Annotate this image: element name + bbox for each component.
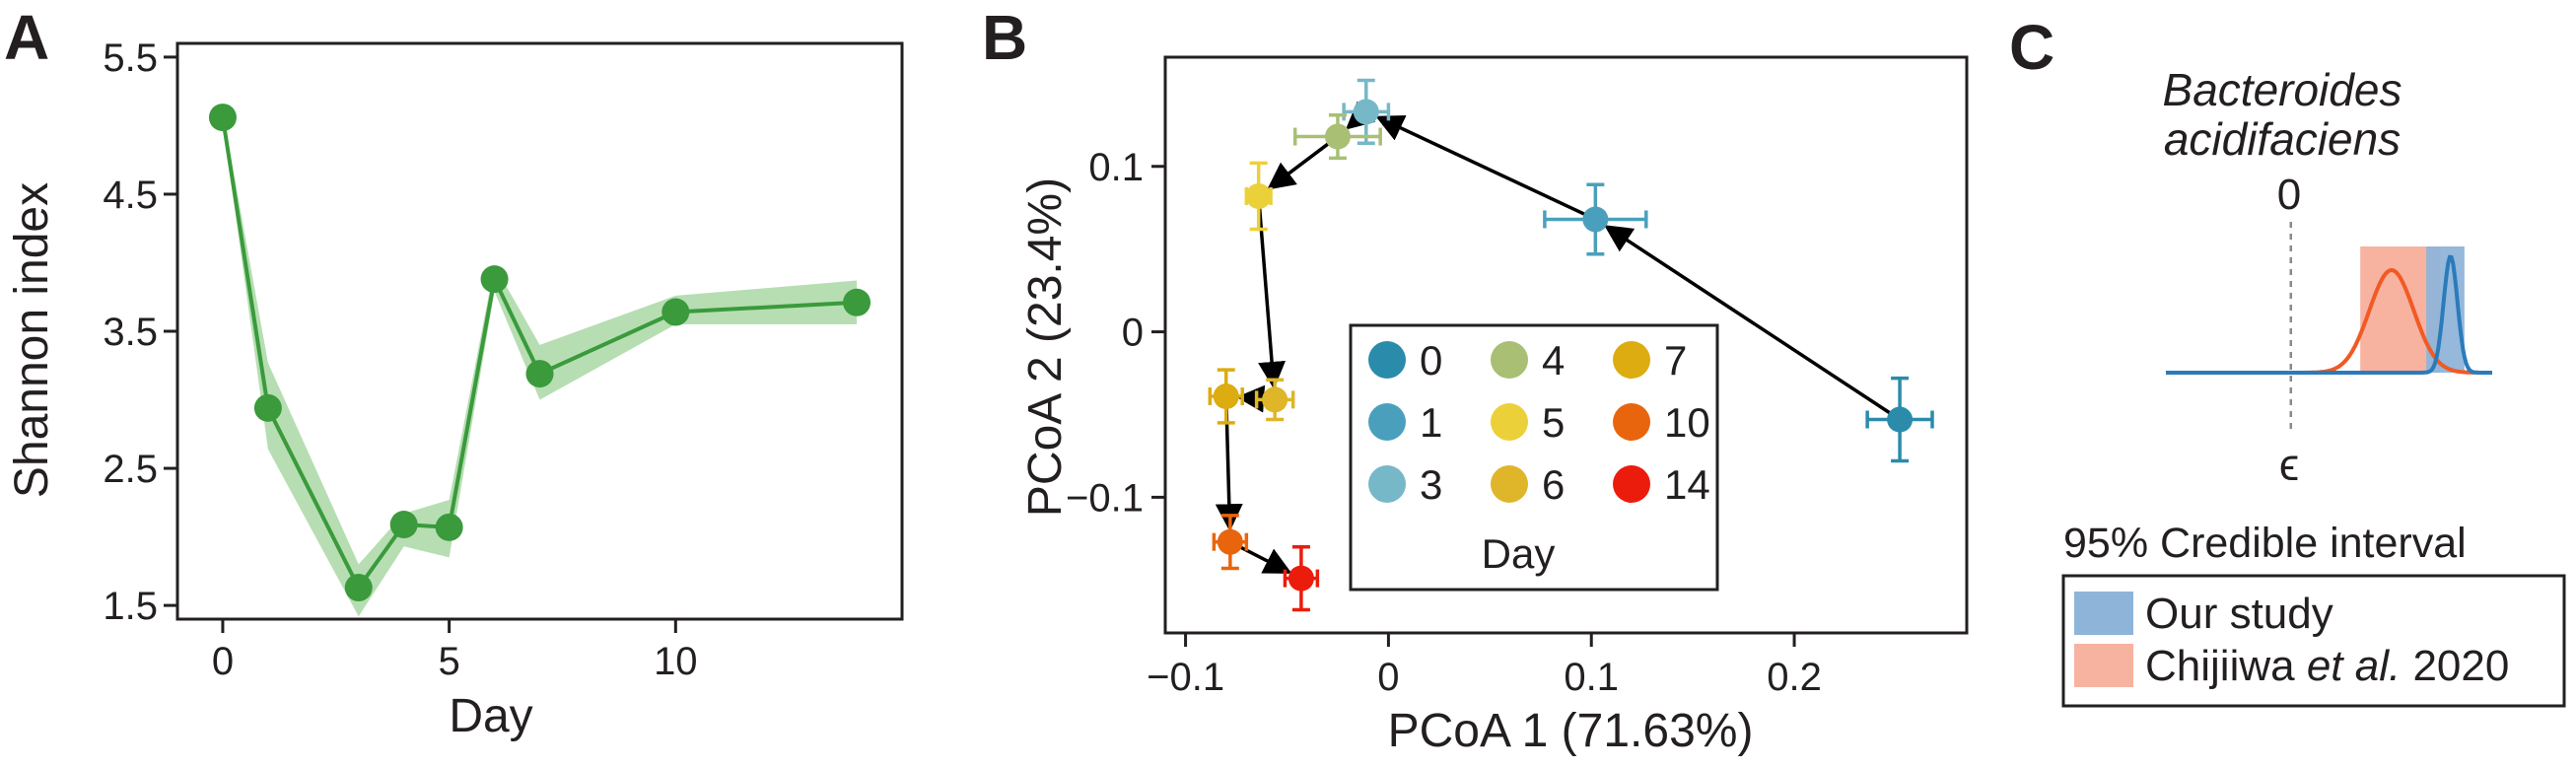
y-tick-label: 0.1 — [1088, 146, 1144, 189]
legend-label-day-3: 3 — [1420, 461, 1442, 508]
trajectory-arrow — [1375, 115, 1597, 222]
x-tick-label: 0.1 — [1564, 656, 1619, 699]
plot-area: 1.5 2.5 3.5 4.5 5.5 0 5 10 — [103, 36, 904, 683]
legend-swatch-day-7 — [1613, 341, 1650, 379]
legend-title: Day — [1482, 530, 1556, 577]
x-tick-label: 0 — [1377, 656, 1399, 699]
data-point — [253, 393, 282, 422]
data-point-day-10 — [1217, 528, 1243, 555]
legend-swatch-day-14 — [1613, 465, 1650, 503]
plot-area: −0.1 0 0.1 0.2 −0.1 0 0.1 — [1066, 55, 1969, 699]
legend-label-part: Chijiiwa — [2145, 642, 2307, 690]
legend-label-prior: Chijiiwa et al. 2020 — [2145, 642, 2509, 690]
legend-label-day-1: 1 — [1420, 399, 1442, 446]
data-point — [344, 574, 373, 602]
legend-box — [1349, 323, 1719, 592]
x-tick-label: −0.1 — [1147, 656, 1224, 699]
legend-label-part: 2020 — [2401, 642, 2509, 690]
legend-label-part: et al. — [2307, 642, 2401, 690]
trajectory-arrow — [1267, 135, 1340, 190]
credible-interval-caption: 95% Credible interval — [2063, 520, 2467, 567]
legend-swatch-day-4 — [1491, 341, 1528, 379]
legend-swatch-day-1 — [1368, 403, 1406, 441]
panel-c-credible-interval: Bacteroides acidifaciens 0 ϵ 95% Credibl… — [2061, 64, 2566, 708]
legend-label-day-0: 0 — [1420, 337, 1442, 384]
y-axis-title: PCoA 2 (23.4%) — [1019, 177, 1072, 517]
data-point — [661, 298, 690, 326]
data-point-day-4 — [1324, 123, 1351, 150]
trajectory-arrow — [1256, 195, 1287, 389]
legend-swatch-study — [2074, 592, 2133, 635]
plot-frame — [1163, 55, 1969, 635]
y-tick-label: −0.1 — [1066, 476, 1144, 520]
legend-swatch-day-6 — [1491, 465, 1528, 503]
legend-label-day-10: 10 — [1664, 399, 1710, 446]
data-point — [480, 265, 509, 294]
x-tick-label: 10 — [654, 640, 698, 683]
data-point — [435, 513, 463, 541]
x-tick-label: 0 — [212, 640, 234, 683]
legend-swatch-day-0 — [1368, 341, 1406, 379]
data-point — [525, 360, 554, 388]
data-point — [843, 288, 871, 316]
trajectory-arrow — [1604, 225, 1902, 421]
data-point-day-7 — [1213, 384, 1239, 410]
legend-label-day-7: 7 — [1664, 337, 1687, 384]
panel-a-shannon-chart: 1.5 2.5 3.5 4.5 5.5 0 5 10 Day Shannon index — [6, 36, 904, 742]
panel-letter-a: A — [4, 2, 49, 73]
x-tick-label: 5 — [439, 640, 460, 683]
legend-swatch-prior — [2074, 644, 2133, 687]
x-tick-label: 0.2 — [1767, 656, 1822, 699]
plot-frame — [175, 41, 904, 621]
data-point — [389, 511, 418, 539]
y-tick-label: 0 — [1122, 312, 1144, 355]
legend-label-day-6: 6 — [1542, 461, 1565, 508]
y-tick-label: 4.5 — [103, 174, 158, 217]
legend-swatch-day-10 — [1613, 403, 1650, 441]
legend-label-study: Our study — [2145, 590, 2333, 638]
legend-swatch-day-5 — [1491, 403, 1528, 441]
data-point-day-1 — [1582, 206, 1609, 233]
legend-label-day-14: 14 — [1664, 461, 1710, 508]
data-point-day-5 — [1245, 182, 1272, 209]
data-point-day-6 — [1262, 386, 1288, 413]
y-tick-label: 3.5 — [103, 311, 158, 354]
panel-b-pcoa-chart: −0.1 0 0.1 0.2 −0.1 0 0.1 PCoA 1 (71.63%) PCoA… — [1019, 55, 1969, 757]
density-plot — [2166, 222, 2492, 429]
data-point — [208, 104, 237, 132]
y-tick-label: 2.5 — [103, 448, 158, 491]
legend-box — [2061, 574, 2566, 708]
y-tick-label: 5.5 — [103, 36, 158, 80]
zero-label: 0 — [2277, 171, 2301, 219]
data-point-day-14 — [1288, 565, 1314, 592]
y-axis-title: Shannon index — [6, 182, 58, 498]
legend: Day 0 4 7 1 5 10 3 6 14 — [1349, 323, 1719, 592]
x-axis-title: Day — [449, 690, 532, 742]
legend-swatch-day-3 — [1368, 465, 1406, 503]
y-tick-label: 1.5 — [103, 585, 158, 628]
taxon-name-line1: Bacteroides — [2163, 64, 2402, 115]
legend-label-day-4: 4 — [1542, 337, 1565, 384]
x-axis-title: PCoA 1 (71.63%) — [1388, 705, 1754, 757]
panel-letter-b: B — [982, 2, 1027, 73]
legend-label-day-5: 5 — [1542, 399, 1565, 446]
panel-letter-c: C — [2009, 12, 2054, 83]
taxon-name-line2: acidifaciens — [2164, 113, 2401, 165]
study-density-curve — [2166, 254, 2492, 375]
data-point-day-3 — [1353, 99, 1379, 125]
epsilon-label: ϵ — [2279, 439, 2299, 490]
legend-label-part: Our study — [2145, 590, 2333, 638]
data-point-day-0 — [1887, 406, 1914, 433]
